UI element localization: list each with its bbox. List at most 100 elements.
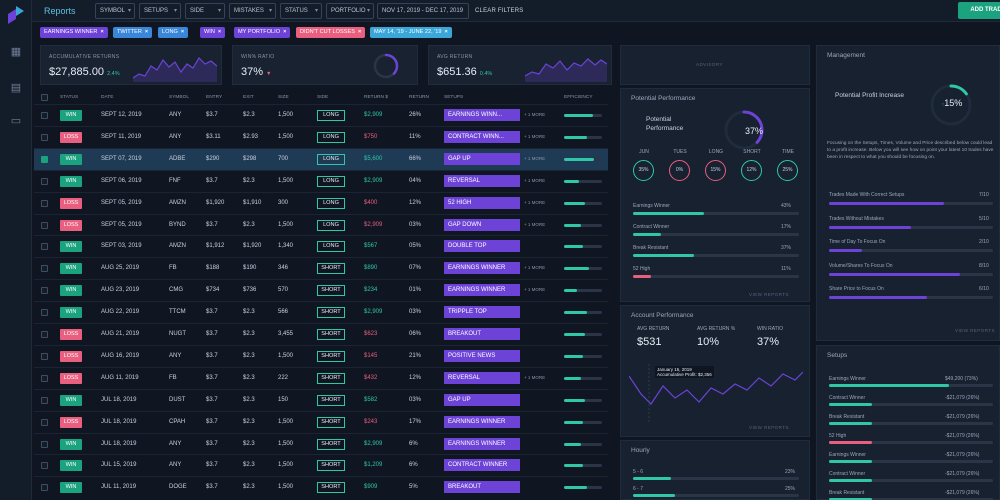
table-row[interactable]: WIN AUG 25, 2019 FB $188 $190 346 SHORT $890 07%… <box>34 257 608 279</box>
status-filter[interactable]: STATUS ▾ <box>280 3 322 19</box>
col-efficiency[interactable]: EFFICIENCY <box>564 95 593 100</box>
setup-badge[interactable]: 52 HIGH <box>444 196 520 209</box>
col-setups[interactable]: SETUPS <box>444 95 464 100</box>
table-row[interactable]: WIN JUL 18, 2019 DUST $3.7 $2.3 150 SHORT $582 0… <box>34 388 608 411</box>
col-status[interactable]: STATUS <box>60 95 79 100</box>
more-setups-link[interactable]: + 1 MORE <box>524 265 546 271</box>
more-setups-link[interactable]: + 1 MORE <box>524 177 546 183</box>
row-checkbox[interactable] <box>41 133 48 141</box>
row-checkbox[interactable] <box>41 462 48 470</box>
setup-badge[interactable]: EARNINGS WINNER <box>444 284 520 297</box>
filter-tag[interactable]: MY PORTFOLIO × <box>234 27 291 38</box>
more-setups-link[interactable]: + 1 MORE <box>524 155 546 161</box>
row-checkbox[interactable] <box>41 265 48 273</box>
col-return-usd[interactable]: RETURN $ <box>364 95 388 100</box>
row-checkbox[interactable] <box>41 309 48 317</box>
table-row[interactable]: WIN SEPT 03, 2019 AMZN $1,912 $1,920 1,340 LON… <box>34 235 608 257</box>
table-row[interactable]: WIN AUG 22, 2019 TTCM $3.7 $2.3 566 SHORT $2,90… <box>34 301 608 323</box>
setup-badge[interactable]: TRIPPLE TOP <box>444 306 520 319</box>
setups-filter[interactable]: SETUPS ▾ <box>139 3 181 19</box>
close-icon[interactable]: × <box>283 29 287 35</box>
col-exit[interactable]: EXIT <box>243 95 254 100</box>
row-checkbox[interactable] <box>41 484 48 492</box>
setup-badge[interactable]: GAP UP <box>444 393 520 406</box>
row-checkbox[interactable] <box>41 155 48 163</box>
side-filter[interactable]: SIDE ▾ <box>185 3 225 19</box>
setup-badge[interactable]: EARNINGS WINNER <box>444 415 520 428</box>
mistakes-filter[interactable]: MISTAKES ▾ <box>229 3 276 19</box>
table-row[interactable]: WIN SEPT 06, 2019 FNF $3.7 $2.3 1,500 LONG $2,9… <box>34 169 608 192</box>
row-checkbox[interactable] <box>41 440 48 448</box>
row-checkbox[interactable] <box>41 331 48 338</box>
row-checkbox[interactable] <box>41 287 48 295</box>
filter-tag[interactable]: WIN × <box>200 27 226 38</box>
more-setups-link[interactable]: + 1 MORE <box>524 374 546 380</box>
filter-tag[interactable]: LONG × <box>158 27 189 38</box>
table-row[interactable]: LOSS SEPT 05, 2019 BYND $3.7 $2.3 1,500 LONG $2… <box>34 213 608 236</box>
filter-tag[interactable]: DIDN'T CUT LOSSES × <box>296 27 366 38</box>
setup-badge[interactable]: POSITIVE NEWS <box>444 349 520 362</box>
row-checkbox[interactable] <box>41 199 48 207</box>
setup-badge[interactable]: DOUBLE TOP <box>444 240 520 253</box>
col-size[interactable]: SIZE <box>278 95 289 100</box>
table-row[interactable]: LOSS AUG 11, 2019 FB $3.7 $2.3 222 SHORT $432 12… <box>34 366 608 389</box>
row-checkbox[interactable] <box>41 112 48 119</box>
row-checkbox[interactable] <box>41 221 48 229</box>
close-icon[interactable]: × <box>144 29 149 35</box>
close-icon[interactable]: × <box>357 29 362 35</box>
col-return-pct[interactable]: RETURN <box>409 95 429 100</box>
setup-badge[interactable]: BREAKOUT <box>444 481 520 494</box>
setup-badge[interactable]: EARNINGS WINNER <box>444 437 520 450</box>
col-symbol[interactable]: SYMBOL <box>169 95 189 100</box>
dashboard-icon[interactable]: ▦ <box>10 46 22 58</box>
table-row[interactable]: LOSS SEPT 05, 2019 AMZN $1,920 $1,910 300 LONG… <box>34 191 608 214</box>
more-setups-link[interactable]: + 1 MORE <box>524 221 546 227</box>
close-icon[interactable]: × <box>217 29 222 35</box>
clear-filters-button[interactable]: CLEAR FILTERS <box>475 8 524 14</box>
more-setups-link[interactable]: + 1 MORE <box>524 133 546 139</box>
setup-badge[interactable]: GAP DOWN <box>444 218 520 231</box>
row-checkbox[interactable] <box>41 418 48 426</box>
setup-badge[interactable]: CONTRACT WINN... <box>444 130 520 143</box>
select-all-checkbox[interactable] <box>41 94 48 101</box>
table-row[interactable]: LOSS SEPT 11, 2019 ANY $3.11 $2.93 1,500 LONG $… <box>34 125 608 148</box>
setup-badge[interactable]: GAP UP <box>444 152 520 165</box>
setup-badge[interactable]: EARNINGS WINN... <box>444 109 520 121</box>
table-row[interactable]: LOSS JUL 18, 2019 CPAH $3.7 $2.3 1,500 SHORT $2… <box>34 410 608 433</box>
symbol-filter[interactable]: SYMBOL ▾ <box>95 3 135 19</box>
messages-icon[interactable]: ▭ <box>10 115 22 127</box>
table-row[interactable]: WIN JUL 11, 2019 DOGE $3.7 $2.3 1,500 SHORT $90… <box>34 476 608 498</box>
app-logo-icon[interactable] <box>8 6 24 24</box>
col-entry[interactable]: ENTRY <box>206 95 223 100</box>
filter-tag[interactable]: MAY 14, '19 - JUNE 22, '19 × <box>370 27 452 38</box>
table-row[interactable]: WIN JUL 15, 2019 ANY $3.7 $2.3 1,500 SHORT $1,2… <box>34 454 608 476</box>
row-checkbox[interactable] <box>41 374 48 382</box>
table-row[interactable]: WIN JUL 18, 2019 ANY $3.7 $2.3 1,500 SHORT $2,9… <box>34 432 608 455</box>
setup-badge[interactable]: BREAKOUT <box>444 328 520 340</box>
setup-badge[interactable]: REVERSAL <box>444 371 520 384</box>
row-checkbox[interactable] <box>41 396 48 404</box>
setup-badge[interactable]: REVERSAL <box>444 174 520 187</box>
col-date[interactable]: DATE <box>101 95 114 100</box>
table-row[interactable]: WIN AUG 23, 2019 CMG $734 $736 570 SHORT $234 01… <box>34 279 608 301</box>
close-icon[interactable]: × <box>444 29 448 35</box>
more-setups-link[interactable]: + 1 MORE <box>524 199 546 205</box>
more-setups-link[interactable]: + 1 MORE <box>524 112 546 117</box>
row-checkbox[interactable] <box>41 352 48 360</box>
close-icon[interactable]: × <box>180 29 185 35</box>
date-range-filter[interactable]: NOV 17, 2019 - DEC 17, 2019 <box>377 3 469 19</box>
view-reports-link[interactable]: VIEW REPORTS <box>749 425 789 430</box>
more-setups-link[interactable]: + 1 MORE <box>524 287 546 293</box>
portfolio-filter[interactable]: PORTFOLIO ▾ <box>326 3 374 19</box>
table-row[interactable]: WIN SEPT 12, 2019 ANY $3.7 $2.3 1,500 LONG $2,9… <box>34 104 608 126</box>
setup-badge[interactable]: CONTRACT WINNER <box>444 459 520 472</box>
view-reports-link[interactable]: VIEW REPORTS <box>749 292 789 297</box>
filter-tag[interactable]: EARNINGS WINNER × <box>40 27 108 38</box>
close-icon[interactable]: × <box>100 29 104 35</box>
row-checkbox[interactable] <box>41 243 48 251</box>
table-row[interactable]: LOSS AUG 16, 2019 ANY $3.7 $2.3 1,500 SHORT $14… <box>34 344 608 367</box>
row-checkbox[interactable] <box>41 177 48 185</box>
setup-badge[interactable]: EARNINGS WINNER <box>444 262 520 275</box>
reports-icon[interactable]: ▤ <box>10 82 22 94</box>
